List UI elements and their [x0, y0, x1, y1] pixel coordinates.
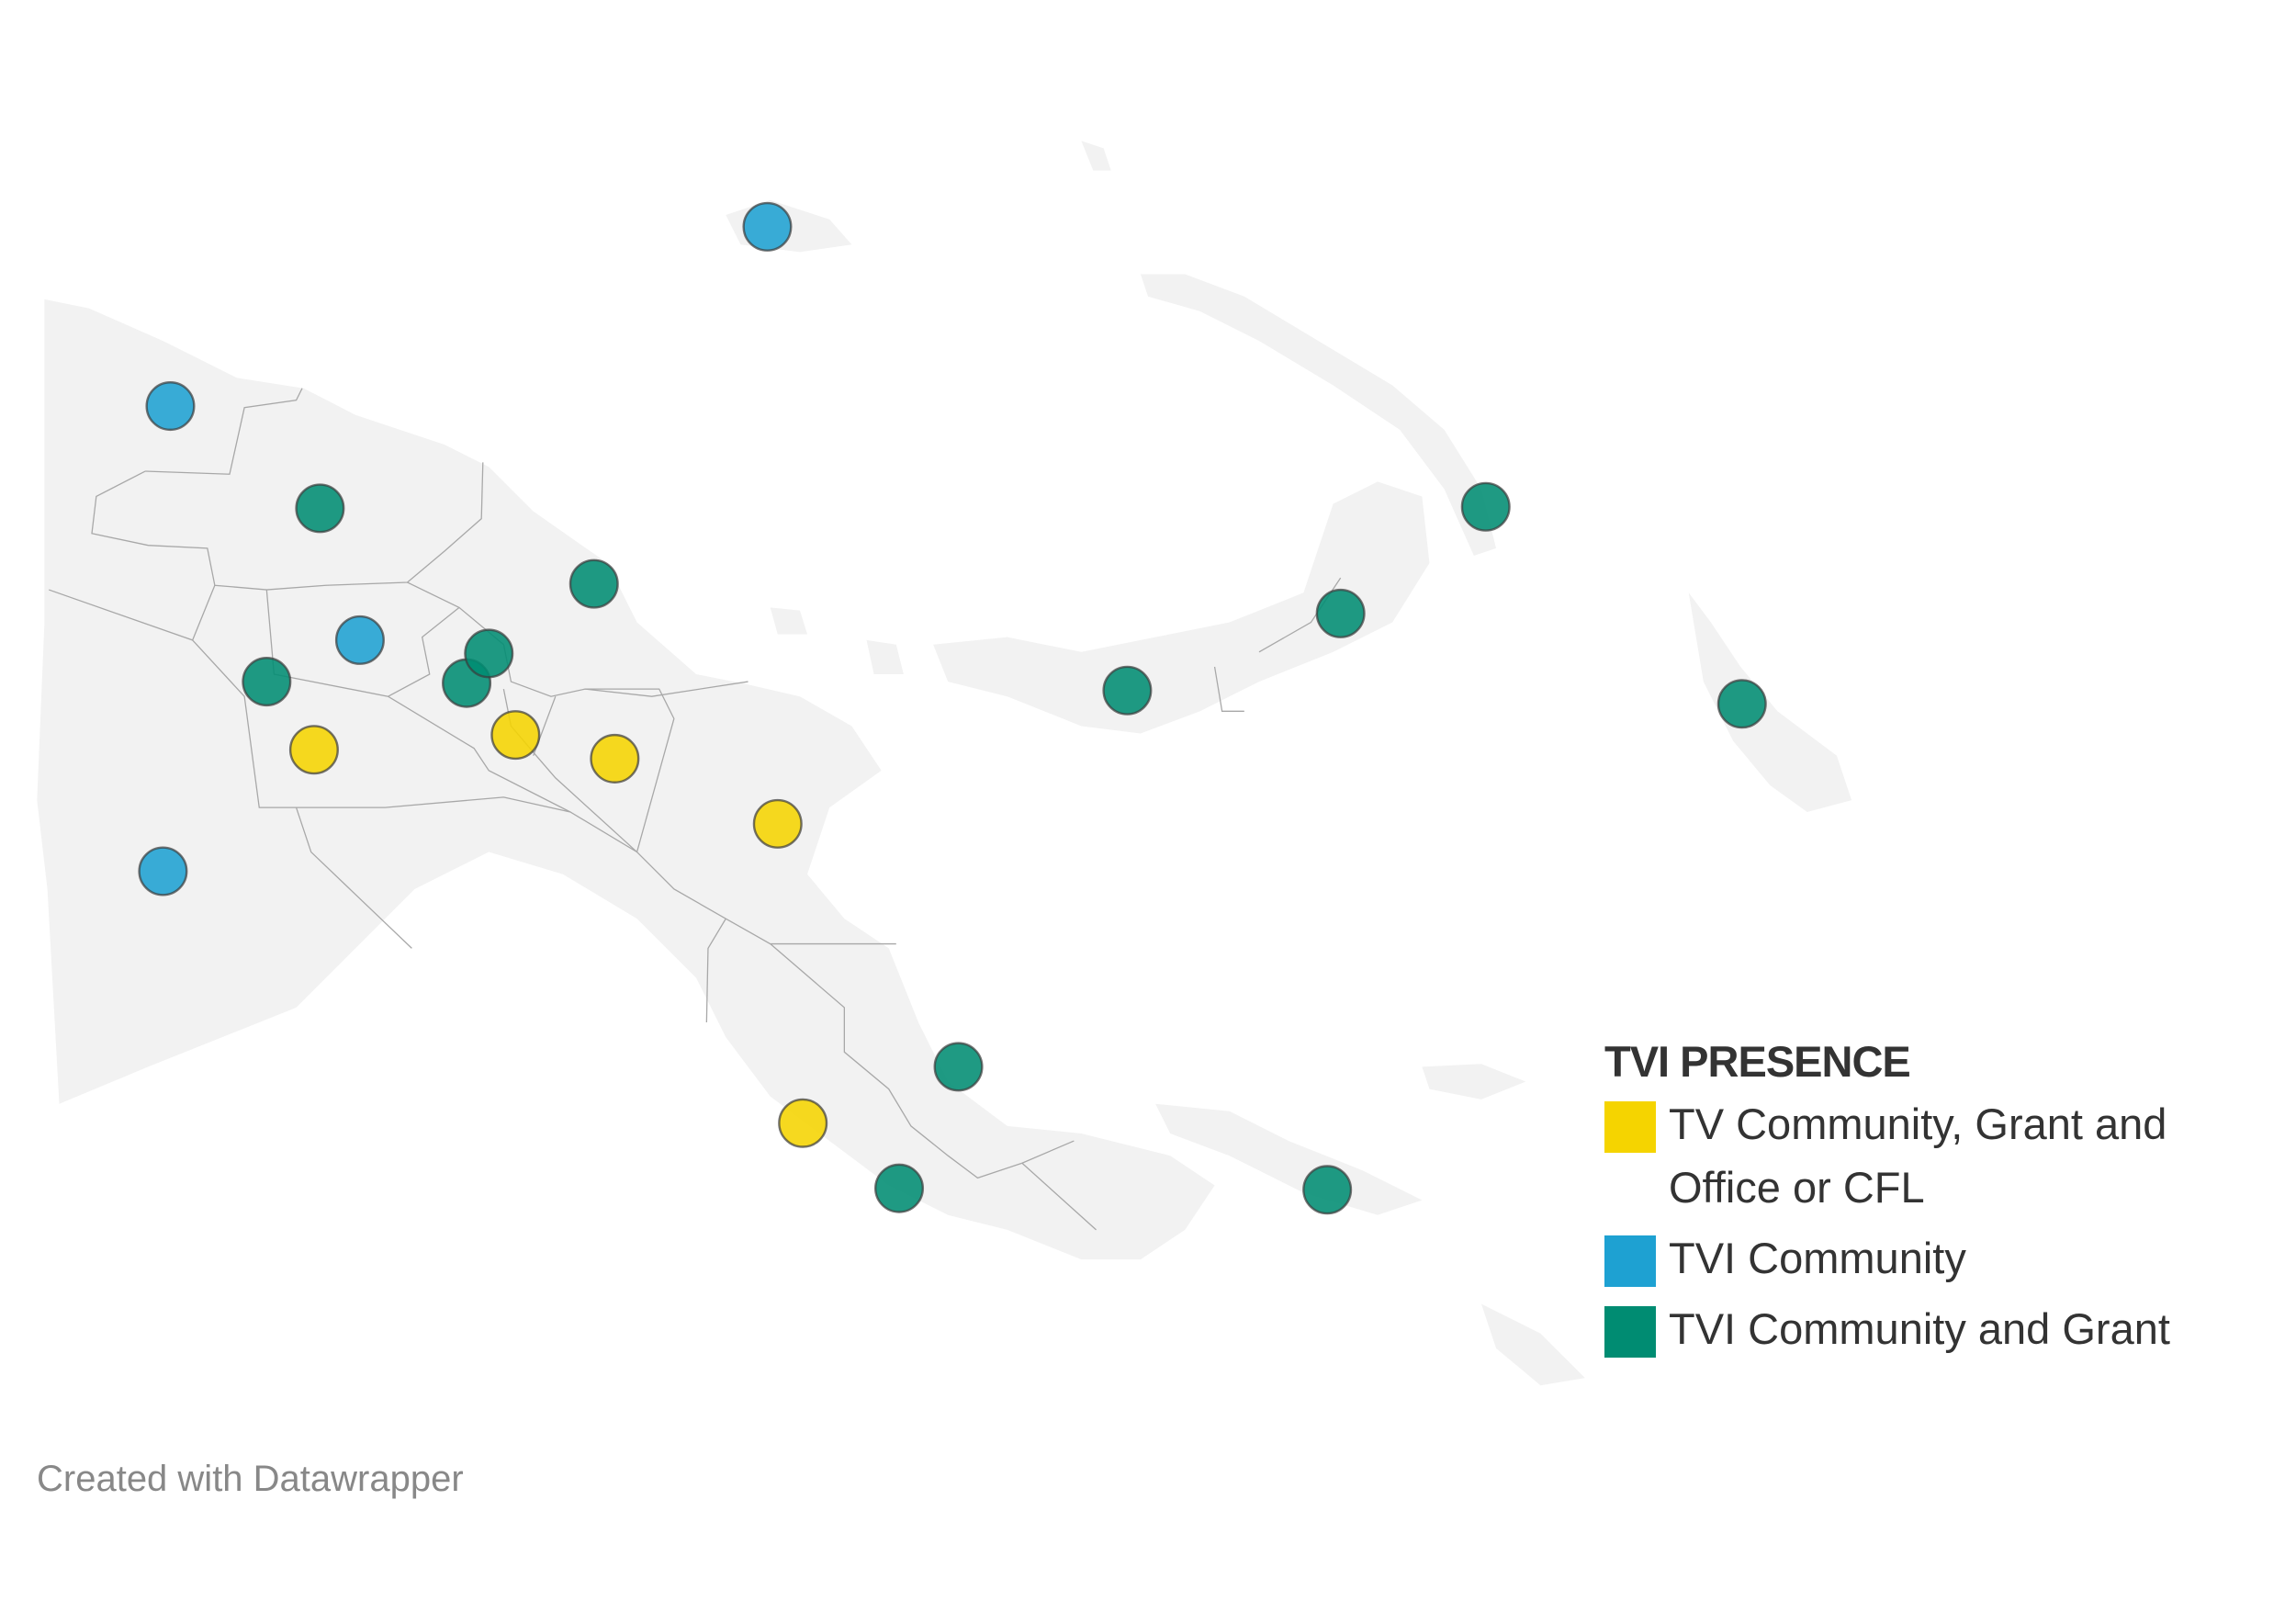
legend-label: TVI Community and Grant	[1669, 1304, 2170, 1353]
marker	[138, 846, 188, 897]
marker	[464, 628, 514, 679]
marker	[1460, 481, 1511, 532]
legend-title: TVI PRESENCE	[1604, 1037, 1911, 1086]
markers	[138, 201, 1767, 1215]
marker	[334, 615, 385, 665]
marker	[1302, 1165, 1353, 1215]
credit: Created with Datawrapper	[37, 1459, 464, 1499]
legend-label: TVI Community	[1669, 1234, 1966, 1282]
legend: TVI PRESENCE TV Community, Grant and Off…	[1604, 1036, 2247, 1375]
marker	[145, 381, 196, 432]
marker	[242, 657, 292, 707]
legend-item: TV Community, Grant and Office or CFL	[1604, 1100, 2247, 1219]
marker	[1102, 665, 1153, 716]
marker	[752, 798, 803, 849]
marker	[1716, 679, 1767, 729]
marker	[874, 1163, 925, 1213]
legend-swatch	[1604, 1306, 1656, 1358]
marker	[778, 1098, 828, 1148]
marker	[295, 483, 345, 534]
marker	[490, 710, 541, 761]
legend-swatch	[1604, 1101, 1656, 1153]
marker	[742, 201, 793, 252]
legend-swatch	[1604, 1235, 1656, 1287]
marker	[590, 733, 640, 784]
marker	[568, 558, 619, 609]
marker	[1315, 588, 1366, 638]
marker	[288, 725, 339, 775]
legend-label: TV Community, Grant and Office or CFL	[1669, 1100, 2167, 1212]
marker	[933, 1042, 984, 1092]
legend-item: TVI Community and Grant	[1604, 1304, 2247, 1360]
legend-item: TVI Community	[1604, 1234, 2247, 1290]
